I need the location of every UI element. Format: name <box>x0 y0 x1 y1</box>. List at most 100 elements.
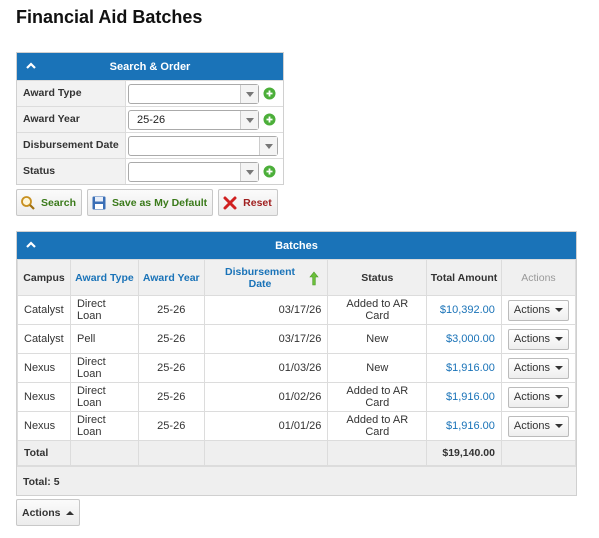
campus-cell: Nexus <box>17 382 71 412</box>
status-label: Status <box>17 159 126 184</box>
award-type-cell: Direct Loan <box>69 382 139 412</box>
row-actions-button[interactable]: Actions <box>507 415 569 437</box>
row-actions-button[interactable]: Actions <box>507 328 569 350</box>
total-amount-link[interactable]: $3,000.00 <box>426 324 502 354</box>
record-count: Total: 5 <box>17 466 576 495</box>
red-x-icon <box>223 196 237 209</box>
row-actions-label: Actions <box>513 420 550 432</box>
award-type-row: Award Type <box>17 80 283 106</box>
chevron-down-icon <box>259 136 277 155</box>
search-panel-header[interactable]: Search & Order <box>17 53 283 80</box>
award-type-select[interactable] <box>128 83 259 104</box>
disbursement-date-row: Disbursement Date <box>17 132 283 158</box>
caret-down-icon <box>555 424 563 428</box>
disbursement-date-cell: 01/01/26 <box>203 411 329 441</box>
status-select[interactable] <box>128 161 259 182</box>
col-award-type[interactable]: Award Type <box>69 259 139 296</box>
sort-ascending-arrow-icon <box>309 271 320 286</box>
total-amount-link[interactable]: $1,916.00 <box>426 353 502 383</box>
award-year-cell: 25-26 <box>137 324 205 354</box>
award-year-cell: 25-26 <box>137 382 205 412</box>
campus-cell: Nexus <box>17 353 71 383</box>
chevron-up-icon[interactable] <box>25 60 37 72</box>
award-year-select[interactable]: 25-26 <box>128 109 259 130</box>
floppy-disk-icon <box>92 196 106 209</box>
chevron-down-icon <box>240 162 258 181</box>
award-year-row: Award Year 25-26 <box>17 106 283 132</box>
actions-cell: Actions <box>500 324 577 354</box>
batches-panel-header[interactable]: Batches <box>17 232 576 259</box>
page-title: Financial Aid Batches <box>16 7 203 27</box>
caret-up-icon <box>65 510 74 515</box>
status-cell: Added to AR Card <box>327 411 428 441</box>
save-default-button[interactable]: Save as My Default <box>87 189 214 216</box>
disbursement-date-cell: 01/02/26 <box>203 382 329 412</box>
row-actions-button[interactable]: Actions <box>507 299 569 321</box>
campus-cell: Catalyst <box>17 324 71 354</box>
search-order-panel: Search & Order Award Type Award Year 25-… <box>16 52 284 185</box>
search-button-label: Search <box>41 196 77 209</box>
disbursement-date-select[interactable] <box>128 135 278 156</box>
row-actions-label: Actions <box>513 391 550 403</box>
col-award-year[interactable]: Award Year <box>137 259 205 296</box>
total-label: Total <box>17 440 71 466</box>
search-button-row: Search Save as My Default Reset <box>16 189 278 216</box>
actions-cell: Actions <box>500 353 577 383</box>
reset-button-label: Reset <box>243 196 272 209</box>
total-amount-link[interactable]: $1,916.00 <box>426 411 502 441</box>
disbursement-date-label: Disbursement Date <box>17 133 126 158</box>
col-status: Status <box>327 259 428 296</box>
total-amount-link[interactable]: $1,916.00 <box>426 382 502 412</box>
add-circle-icon[interactable] <box>263 87 276 100</box>
status-cell: Added to AR Card <box>327 382 428 412</box>
disbursement-date-cell: 03/17/26 <box>203 324 329 354</box>
batches-panel-title: Batches <box>275 239 318 252</box>
actions-cell: Actions <box>500 295 577 325</box>
add-circle-icon[interactable] <box>263 165 276 178</box>
totals-row: Total $19,140.00 <box>17 440 577 466</box>
row-actions-button[interactable]: Actions <box>507 357 569 379</box>
award-year-cell: 25-26 <box>137 411 205 441</box>
col-campus: Campus <box>17 259 71 296</box>
reset-button[interactable]: Reset <box>218 189 278 216</box>
table-row: Nexus Direct Loan 25-26 01/03/26 New $1,916.0… <box>17 353 577 383</box>
col-actions: Actions <box>500 259 577 296</box>
award-year-cell: 25-26 <box>137 295 205 325</box>
status-cell: New <box>327 353 428 383</box>
table-header-row: Campus Award Type Award Year Disbursemen… <box>17 259 577 296</box>
table-row: Nexus Direct Loan 25-26 01/02/26 Added to AR… <box>17 382 577 412</box>
search-button[interactable]: Search <box>16 189 83 216</box>
table-row: Catalyst Direct Loan 25-26 03/17/26 Added to… <box>17 295 577 325</box>
status-row: Status <box>17 158 283 184</box>
award-year-cell: 25-26 <box>137 353 205 383</box>
award-type-cell: Direct Loan <box>69 295 139 325</box>
col-disbursement-date-label: Disbursement Date <box>224 265 296 290</box>
search-panel-title: Search & Order <box>109 60 191 73</box>
chevron-up-icon[interactable] <box>25 239 37 251</box>
campus-cell: Nexus <box>17 411 71 441</box>
caret-down-icon <box>555 337 563 341</box>
row-actions-label: Actions <box>513 362 550 374</box>
add-circle-icon[interactable] <box>263 113 276 126</box>
col-total-amount: Total Amount <box>426 259 502 296</box>
bulk-actions-button[interactable]: Actions <box>16 499 80 526</box>
batches-panel: Batches Campus Award Type Award Year Dis… <box>16 231 577 496</box>
award-year-value: 25-26 <box>137 113 166 126</box>
magnifier-icon <box>21 195 35 210</box>
award-type-cell: Pell <box>69 324 139 354</box>
campus-cell: Catalyst <box>17 295 71 325</box>
disbursement-date-cell: 01/03/26 <box>203 353 329 383</box>
status-cell: Added to AR Card <box>327 295 428 325</box>
status-cell: New <box>327 324 428 354</box>
total-amount-link[interactable]: $10,392.00 <box>426 295 502 325</box>
row-actions-button[interactable]: Actions <box>507 386 569 408</box>
caret-down-icon <box>555 366 563 370</box>
actions-cell: Actions <box>500 382 577 412</box>
table-row: Nexus Direct Loan 25-26 01/01/26 Added to AR… <box>17 411 577 441</box>
award-type-label: Award Type <box>17 81 126 106</box>
award-type-cell: Direct Loan <box>69 353 139 383</box>
save-default-button-label: Save as My Default <box>112 196 208 209</box>
award-type-cell: Direct Loan <box>69 411 139 441</box>
col-disbursement-date[interactable]: Disbursement Date <box>203 259 329 296</box>
batches-table: Campus Award Type Award Year Disbursemen… <box>17 259 577 466</box>
